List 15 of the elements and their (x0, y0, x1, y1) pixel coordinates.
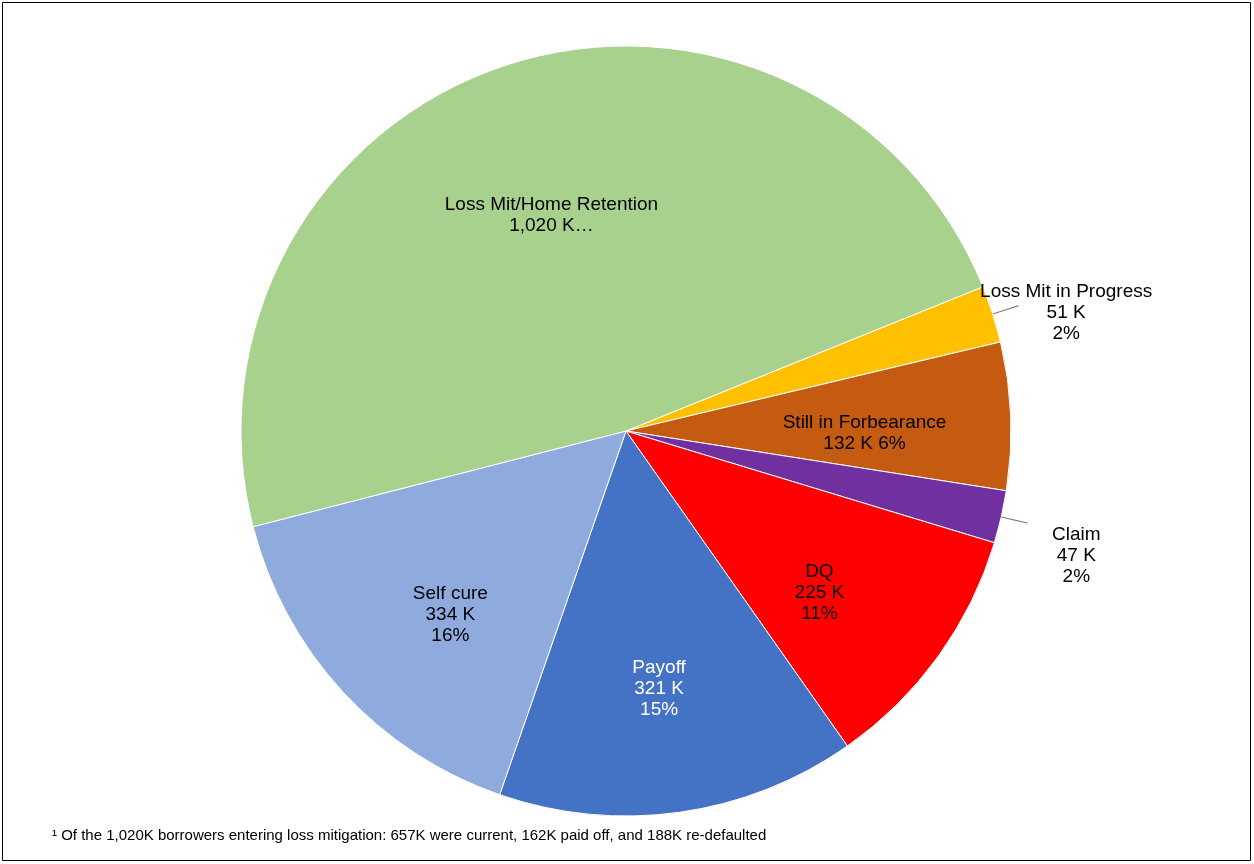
slice-label: Still in Forbearance (782, 410, 947, 432)
slice-label: DQ (805, 559, 834, 581)
data-label: 47 K 2% (1056, 544, 1097, 587)
data-label: 225 K 11% (794, 580, 845, 623)
text: ¹ Of the 1,020K borrowers entering loss mitigation: 657K were current, 162K paid off, and 188K re-defaulted (52, 826, 767, 843)
slice-label: Loss Mit/Home Retention (444, 193, 659, 215)
slice-label: Loss Mit in Progress (980, 279, 1153, 301)
slice-label: Payoff (632, 656, 687, 678)
slice-label: Claim (1052, 523, 1101, 545)
data-label: 321 K 15% (634, 677, 685, 720)
data-label: 132 K 6% (823, 431, 906, 453)
data-label: 334 K 16% (425, 602, 476, 645)
data-label: 1,020 K… (509, 214, 594, 236)
data-label: 51 K 2% (1046, 300, 1087, 343)
slice-label: Self cure (412, 581, 488, 603)
